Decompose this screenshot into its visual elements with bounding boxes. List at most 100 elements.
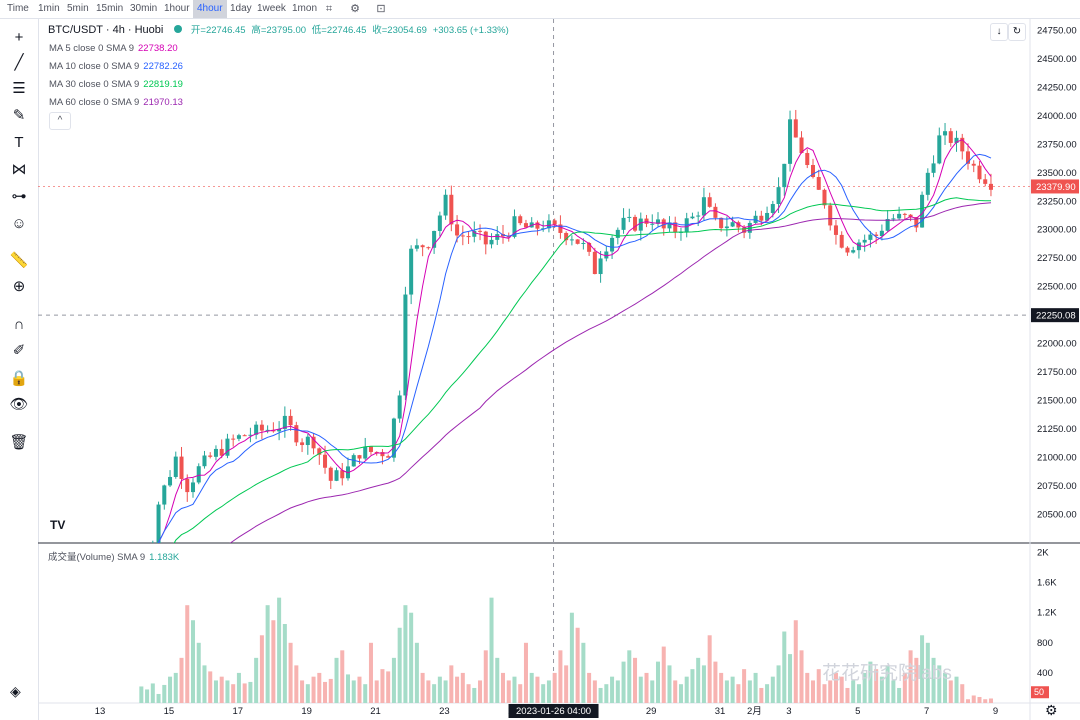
candle-body [190,482,196,493]
timeframe-4hour[interactable]: 4hour [193,0,227,18]
time-tick-label: 19 [301,706,312,717]
screenshot-icon[interactable]: ⊡ [376,3,386,15]
candle-body [357,455,362,459]
candle-body [742,227,747,233]
volume-legend[interactable]: 成交量(Volume) SMA 9 1.183K [48,549,179,563]
refresh-icon[interactable]: ↻ [1008,23,1026,41]
timeframe-15min[interactable]: 15min [96,3,124,14]
lock-drawing-icon[interactable]: ✐ [12,342,26,359]
layers-icon[interactable]: ◈ [10,683,21,699]
volume-bar [334,657,339,703]
timeframe-30min[interactable]: 30min [130,3,158,14]
emoji-icon[interactable]: ☺ [11,215,27,232]
candle-body [437,215,442,231]
volume-bar [902,672,907,703]
price-tick-label: 21500.00 [1037,396,1077,407]
timeframe-1min[interactable]: 1min [38,3,60,14]
candle-body [638,218,643,231]
tradingview-logo-icon: TV [50,518,66,532]
price-tick-label: 24500.00 [1037,54,1077,65]
candle-body [512,216,517,237]
candle-body [213,448,218,457]
timeframe-1mon[interactable]: 1mon [292,3,318,14]
zoom-icon[interactable]: ⊕ [12,278,26,295]
candle-body [328,467,333,481]
eye-icon[interactable]: 👁 [9,396,29,413]
timeframe-1hour[interactable]: 1hour [164,3,190,14]
candle-body [937,135,942,164]
pattern-icon[interactable]: ⋈ [11,161,27,178]
settings-icon[interactable]: ⚙ [350,3,360,15]
price-tick-label: 23500.00 [1037,168,1077,179]
volume-bar [202,665,207,703]
timeframe-1week[interactable]: 1week [257,3,286,14]
candle-body [965,151,971,164]
trendline-icon[interactable]: ╱ [14,54,24,71]
volume-bar [851,680,856,703]
candle-body [242,435,247,437]
lock-icon[interactable]: 🔒 [9,370,29,387]
candle-body [414,245,419,249]
time-tick-label: 7 [924,706,929,717]
volume-bar [765,684,770,703]
prediction-icon[interactable]: ⊶ [11,188,27,205]
candle-body [455,224,460,236]
candle-body [432,230,437,248]
volume-bar [443,680,448,703]
time-tick-label: 5 [855,706,860,717]
ma5-line [157,139,992,543]
timeframe-time[interactable]: Time [7,3,29,14]
volume-bar [937,665,942,703]
volume-bar [523,642,528,703]
ruler-icon[interactable]: 📏 [9,252,29,269]
crosshair-price-label-bg [1031,308,1079,323]
trash-icon[interactable]: 🗑 [9,434,29,451]
volume-bar [730,676,735,703]
download-icon[interactable]: ↓ [990,23,1008,41]
volume-bar [839,676,844,703]
volume-bar [736,684,741,703]
volume-bar [552,672,557,703]
candle-body [219,448,224,456]
candle-body [466,236,471,238]
volume-bar [897,687,902,703]
volume-bar [822,684,827,703]
price-tick-label: 21750.00 [1037,367,1077,378]
ma10-legend[interactable]: MA 10 close 0 SMA 9 22782.26 [49,61,183,73]
chart-type-icon[interactable]: ⌗ [325,3,333,15]
candle-body [816,177,821,190]
price-tick-label: 24000.00 [1037,111,1077,122]
timeframe-1day[interactable]: 1day [230,3,252,14]
candle-body [661,219,666,229]
crosshair-icon[interactable]: + [14,29,24,46]
ma60-legend[interactable]: MA 60 close 0 SMA 9 21970.13 [49,97,183,109]
volume-bar [943,672,948,703]
volume-bar [914,657,919,703]
volume-bar [196,642,201,703]
ma30-legend[interactable]: MA 30 close 0 SMA 9 22819.19 [49,79,183,91]
volume-bar [816,669,821,703]
candle-body [523,223,528,228]
text-icon[interactable]: T [14,134,24,151]
timeframe-5min[interactable]: 5min [67,3,89,14]
candle-body [185,478,190,493]
candle-body [988,183,993,190]
gear-icon[interactable]: ⚙ [1045,702,1058,718]
ma5-legend[interactable]: MA 5 close 0 SMA 9 22738.20 [49,43,178,55]
volume-bar [535,676,540,703]
ma-value: 22819.19 [143,79,183,90]
time-tick-label: 15 [164,706,175,717]
price-tick-label: 23000.00 [1037,225,1077,236]
fib-icon[interactable]: ☰ [12,80,26,97]
brush-icon[interactable]: ✎ [12,107,26,124]
collapse-legend-button[interactable]: ^ [49,112,71,130]
candle-body [265,429,270,431]
volume-bar [236,672,241,703]
symbol-title[interactable]: BTC/USDT · 4h · Huobi [48,24,164,36]
magnet-icon[interactable]: ∩ [13,316,25,333]
volume-bar [638,676,643,703]
volume-bar [564,665,569,703]
candle-body [340,470,345,479]
ma-label: MA 5 close 0 SMA 9 [49,43,135,54]
